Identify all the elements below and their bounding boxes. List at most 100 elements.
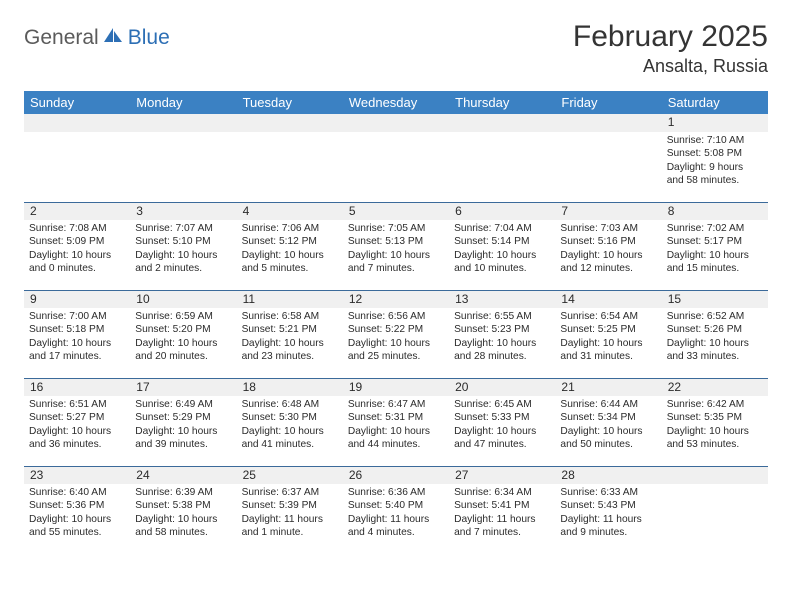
- day-info-line: Daylight: 9 hours: [667, 161, 763, 174]
- day-info-line: Sunrise: 6:58 AM: [242, 310, 338, 323]
- day-content-cell: Sunrise: 6:39 AMSunset: 5:38 PMDaylight:…: [130, 484, 236, 554]
- day-number-cell: 18: [237, 378, 343, 396]
- day-number-cell: 14: [555, 290, 661, 308]
- day-info-line: Sunset: 5:39 PM: [242, 499, 338, 512]
- day-info-line: and 31 minutes.: [560, 350, 656, 363]
- day-content-cell: [343, 132, 449, 202]
- day-info-line: Daylight: 10 hours: [29, 249, 125, 262]
- day-number-cell: 11: [237, 290, 343, 308]
- day-info-line: Sunrise: 7:08 AM: [29, 222, 125, 235]
- day-content-cell: Sunrise: 6:59 AMSunset: 5:20 PMDaylight:…: [130, 308, 236, 378]
- day-content-cell: Sunrise: 6:37 AMSunset: 5:39 PMDaylight:…: [237, 484, 343, 554]
- logo-sail-icon: [103, 27, 125, 50]
- weekday-header: Friday: [555, 91, 661, 114]
- day-info-line: Sunset: 5:27 PM: [29, 411, 125, 424]
- day-number-cell: 12: [343, 290, 449, 308]
- day-info-line: and 17 minutes.: [29, 350, 125, 363]
- day-info-line: and 7 minutes.: [454, 526, 550, 539]
- day-content-cell: Sunrise: 6:36 AMSunset: 5:40 PMDaylight:…: [343, 484, 449, 554]
- day-info-line: Sunrise: 6:40 AM: [29, 486, 125, 499]
- day-info-line: Sunset: 5:43 PM: [560, 499, 656, 512]
- logo: General Blue: [24, 26, 170, 50]
- day-info-line: Sunset: 5:10 PM: [135, 235, 231, 248]
- day-info-line: Daylight: 10 hours: [560, 249, 656, 262]
- day-info-line: Sunset: 5:14 PM: [454, 235, 550, 248]
- day-info-line: Sunset: 5:16 PM: [560, 235, 656, 248]
- day-number-cell: 8: [662, 202, 768, 220]
- day-number-cell: 6: [449, 202, 555, 220]
- day-info-line: Sunrise: 6:51 AM: [29, 398, 125, 411]
- day-info-line: Sunset: 5:31 PM: [348, 411, 444, 424]
- day-number-cell: 21: [555, 378, 661, 396]
- day-info-line: Daylight: 10 hours: [348, 249, 444, 262]
- weekday-header-row: Sunday Monday Tuesday Wednesday Thursday…: [24, 91, 768, 114]
- day-content-cell: Sunrise: 7:02 AMSunset: 5:17 PMDaylight:…: [662, 220, 768, 290]
- day-info-line: Sunset: 5:08 PM: [667, 147, 763, 160]
- day-info-line: and 55 minutes.: [29, 526, 125, 539]
- day-content-cell: Sunrise: 6:56 AMSunset: 5:22 PMDaylight:…: [343, 308, 449, 378]
- day-info-line: Daylight: 10 hours: [667, 337, 763, 350]
- day-info-line: Sunrise: 6:47 AM: [348, 398, 444, 411]
- day-info-line: Sunrise: 7:00 AM: [29, 310, 125, 323]
- title-block: February 2025 Ansalta, Russia: [573, 20, 768, 77]
- day-info-line: Daylight: 10 hours: [29, 337, 125, 350]
- day-info-line: Sunrise: 6:56 AM: [348, 310, 444, 323]
- day-number-cell: [237, 114, 343, 132]
- logo-text-general: General: [24, 26, 99, 50]
- day-info-line: and 39 minutes.: [135, 438, 231, 451]
- day-info-line: Sunset: 5:36 PM: [29, 499, 125, 512]
- day-info-line: Sunset: 5:17 PM: [667, 235, 763, 248]
- day-info-line: Sunrise: 7:10 AM: [667, 134, 763, 147]
- day-content-cell: Sunrise: 6:55 AMSunset: 5:23 PMDaylight:…: [449, 308, 555, 378]
- day-info-line: Sunset: 5:29 PM: [135, 411, 231, 424]
- day-info-line: and 25 minutes.: [348, 350, 444, 363]
- day-info-line: Sunrise: 6:39 AM: [135, 486, 231, 499]
- day-info-line: and 47 minutes.: [454, 438, 550, 451]
- day-number-cell: 3: [130, 202, 236, 220]
- day-info-line: Daylight: 11 hours: [242, 513, 338, 526]
- day-info-line: and 53 minutes.: [667, 438, 763, 451]
- day-info-line: Sunrise: 6:48 AM: [242, 398, 338, 411]
- day-info-line: Sunset: 5:25 PM: [560, 323, 656, 336]
- day-info-line: and 36 minutes.: [29, 438, 125, 451]
- day-info-line: Daylight: 10 hours: [135, 249, 231, 262]
- day-content-cell: [130, 132, 236, 202]
- day-info-line: Sunrise: 6:37 AM: [242, 486, 338, 499]
- weekday-header: Saturday: [662, 91, 768, 114]
- day-info-line: and 50 minutes.: [560, 438, 656, 451]
- day-info-line: and 15 minutes.: [667, 262, 763, 275]
- weekday-header: Sunday: [24, 91, 130, 114]
- logo-text-blue: Blue: [128, 26, 170, 50]
- day-info-line: Daylight: 10 hours: [348, 337, 444, 350]
- day-info-line: Sunset: 5:34 PM: [560, 411, 656, 424]
- day-content-row: Sunrise: 6:51 AMSunset: 5:27 PMDaylight:…: [24, 396, 768, 466]
- day-info-line: and 41 minutes.: [242, 438, 338, 451]
- day-info-line: Sunset: 5:22 PM: [348, 323, 444, 336]
- day-info-line: and 0 minutes.: [29, 262, 125, 275]
- day-content-cell: Sunrise: 7:10 AMSunset: 5:08 PMDaylight:…: [662, 132, 768, 202]
- day-info-line: Sunrise: 6:54 AM: [560, 310, 656, 323]
- day-content-cell: Sunrise: 6:40 AMSunset: 5:36 PMDaylight:…: [24, 484, 130, 554]
- day-content-cell: Sunrise: 6:44 AMSunset: 5:34 PMDaylight:…: [555, 396, 661, 466]
- day-info-line: Sunset: 5:09 PM: [29, 235, 125, 248]
- day-info-line: and 28 minutes.: [454, 350, 550, 363]
- day-info-line: and 58 minutes.: [135, 526, 231, 539]
- day-number-cell: 25: [237, 466, 343, 484]
- weekday-header: Thursday: [449, 91, 555, 114]
- day-number-cell: 2: [24, 202, 130, 220]
- day-info-line: Sunrise: 6:34 AM: [454, 486, 550, 499]
- day-info-line: Daylight: 10 hours: [135, 337, 231, 350]
- day-info-line: Sunset: 5:13 PM: [348, 235, 444, 248]
- day-content-cell: Sunrise: 6:54 AMSunset: 5:25 PMDaylight:…: [555, 308, 661, 378]
- day-info-line: Sunset: 5:20 PM: [135, 323, 231, 336]
- day-number-cell: 22: [662, 378, 768, 396]
- day-content-row: Sunrise: 6:40 AMSunset: 5:36 PM Daylight:…: [24, 484, 768, 554]
- page-header: General Blue February 2025 Ansalta, Russ…: [24, 20, 768, 77]
- day-info-line: Sunrise: 7:06 AM: [242, 222, 338, 235]
- day-info-line: and 33 minutes.: [667, 350, 763, 363]
- day-content-cell: Sunrise: 6:42 AMSunset: 5:35 PMDaylight:…: [662, 396, 768, 466]
- day-number-cell: 1: [662, 114, 768, 132]
- day-number-cell: [24, 114, 130, 132]
- day-info-line: Sunrise: 6:33 AM: [560, 486, 656, 499]
- day-info-line: and 44 minutes.: [348, 438, 444, 451]
